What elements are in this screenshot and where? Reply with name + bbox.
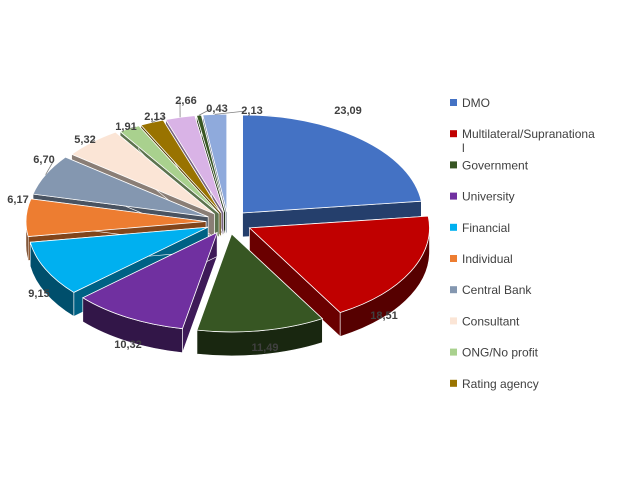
legend-label: Consultant xyxy=(462,314,520,328)
data-label: 11,49 xyxy=(252,342,279,354)
pie-slice-2 xyxy=(248,215,430,338)
leader-line xyxy=(214,110,247,115)
legend-entry: ONG/No profit xyxy=(450,346,539,360)
legend-label: Individual xyxy=(462,252,513,266)
legend-swatch xyxy=(450,379,457,387)
legend-swatch xyxy=(450,161,457,169)
legend-swatch xyxy=(450,99,457,106)
legend-label: University xyxy=(462,190,515,204)
data-label: 10,32 xyxy=(114,339,142,351)
legend-label: ONG/No profit xyxy=(462,346,539,360)
legend-entry: Individual xyxy=(450,252,513,266)
data-label: 23,09 xyxy=(334,105,362,117)
leader-line xyxy=(198,108,212,116)
data-label: 9,15 xyxy=(28,288,49,300)
legend-entry: Central Bank xyxy=(450,283,532,297)
legend-swatch xyxy=(450,348,457,356)
data-label: 2,13 xyxy=(144,111,165,123)
legend-label: Central Bank xyxy=(462,283,532,297)
leader-line xyxy=(129,126,137,129)
data-label: 5,32 xyxy=(74,134,95,146)
legend-swatch xyxy=(450,255,457,262)
data-label: 2,13 xyxy=(241,105,262,117)
legend-entry: Rating agency xyxy=(450,377,539,391)
legend-label: l xyxy=(462,141,465,155)
legend-entry: Consultant xyxy=(450,314,520,328)
legend-swatch xyxy=(450,130,457,138)
leader-line xyxy=(151,116,166,123)
legend-swatch xyxy=(450,192,457,200)
data-labels: 23,09 18,51 11,49 10,32 9,15 6,17 6,70 5,32 1,91… xyxy=(7,95,397,354)
legend-entry: Government xyxy=(450,158,529,172)
legend-swatch xyxy=(450,223,457,231)
legend-label: Government xyxy=(462,158,529,172)
leader-line xyxy=(45,159,55,175)
data-label: 2,66 xyxy=(175,95,196,107)
legend-label: Rating agency xyxy=(462,377,539,391)
leader-lines xyxy=(45,100,247,175)
data-label: 1,91 xyxy=(115,121,136,133)
legend-swatch xyxy=(450,317,457,325)
data-label: 6,70 xyxy=(33,154,54,166)
data-label: 0,43 xyxy=(206,103,227,115)
pie-slice-3 xyxy=(196,233,324,357)
pie-slice-4 xyxy=(81,231,218,354)
leader-line xyxy=(91,139,96,143)
pie-slices xyxy=(25,113,430,357)
legend-swatch xyxy=(450,286,457,294)
legend-label: DMO xyxy=(462,96,490,110)
legend-entry: DMO xyxy=(450,96,490,110)
legend-entry: University xyxy=(450,190,515,204)
legend-label: Multilateral/Supranationa xyxy=(462,127,595,141)
legend-label: Financial xyxy=(462,221,510,235)
data-label: 18,51 xyxy=(370,310,398,322)
data-label: 6,17 xyxy=(7,194,28,206)
legend-entry: Financial xyxy=(450,221,510,235)
